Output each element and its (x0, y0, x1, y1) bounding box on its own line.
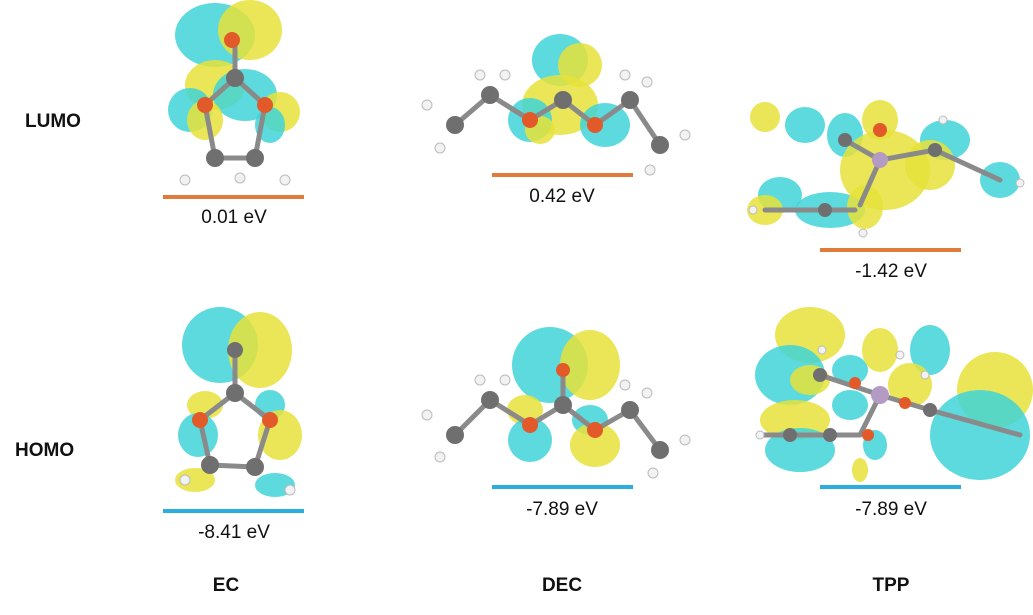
tpp-homo-orbital (755, 307, 1033, 482)
dec-lumo-orbital (421, 34, 691, 176)
dec-label: DEC (541, 575, 583, 596)
ec-homo-level (163, 509, 304, 513)
ec-label: EC (212, 575, 240, 596)
tpp-lumo-level (820, 248, 961, 252)
dec-lumo-level (492, 173, 633, 177)
tpp-label: TPP (872, 575, 910, 596)
dec-homo-orbital (421, 327, 691, 479)
dec-homo-level (492, 485, 633, 489)
tpp-homo-level (820, 485, 961, 489)
tpp-lumo-energy: -1.42 eV (855, 261, 927, 282)
ec-homo-energy: -8.41 eV (198, 522, 270, 543)
ec-lumo-energy: 0.01 eV (201, 207, 267, 228)
homo-row-label: HOMO (15, 440, 75, 461)
lumo-row-label: LUMO (25, 111, 81, 132)
tpp-lumo-orbital (747, 100, 1025, 238)
dec-homo-energy: -7.89 eV (526, 499, 598, 520)
dec-lumo-energy: 0.42 eV (529, 186, 595, 207)
tpp-homo-energy: -7.89 eV (855, 499, 927, 520)
ec-lumo-level (163, 195, 304, 199)
ec-homo-orbital (175, 307, 302, 497)
ec-lumo-orbital (168, 0, 300, 186)
